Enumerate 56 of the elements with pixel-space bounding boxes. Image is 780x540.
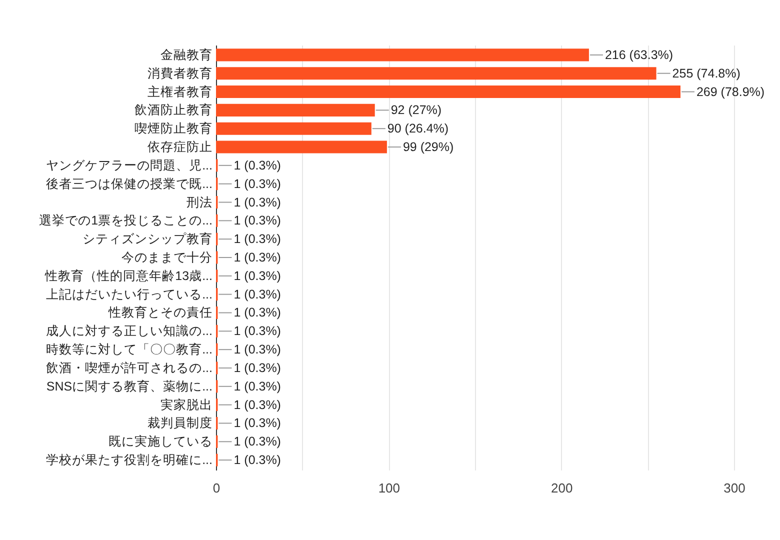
y-tick-label: 実家脱出: [160, 396, 212, 412]
data-label: 1 (0.3%): [234, 176, 281, 191]
y-tick-label: 刑法: [186, 195, 212, 210]
y-tick-label: 既に実施している: [108, 434, 212, 449]
bar: [216, 86, 680, 98]
x-tick-label: 0: [212, 480, 220, 496]
y-tick-label: 時数等に対して「〇〇教育...: [46, 342, 212, 357]
data-label: 1 (0.3%): [234, 398, 281, 412]
y-tick-label: 喫煙防止教育: [134, 120, 212, 136]
x-tick-label: 200: [550, 480, 573, 496]
data-label: 99 (29%): [402, 140, 454, 154]
y-tick-label: 学校が果たす役割を明確に...: [46, 453, 212, 468]
data-label: 1 (0.3%): [234, 214, 281, 228]
bar: [216, 67, 656, 80]
data-label: 1 (0.3%): [234, 232, 281, 246]
y-tick-label: 選挙での1票を投じることの...: [39, 214, 212, 228]
data-label: 1 (0.3%): [234, 453, 281, 468]
data-label: 92 (27%): [390, 103, 442, 118]
data-label: 1 (0.3%): [234, 250, 281, 264]
data-label: 1 (0.3%): [234, 324, 281, 338]
data-label: 1 (0.3%): [234, 158, 281, 172]
y-tick-label: 主権者教育: [148, 84, 212, 99]
data-label: 216 (63.3%): [604, 48, 674, 62]
data-label: 1 (0.3%): [234, 306, 281, 320]
y-tick-label: ヤングケアラーの問題、児...: [46, 158, 212, 172]
y-tick-label: 性教育（性的同意年齢13歳...: [44, 268, 212, 283]
data-label: 1 (0.3%): [234, 416, 281, 430]
data-label: 1 (0.3%): [234, 379, 281, 394]
data-label: 1 (0.3%): [234, 342, 281, 357]
bar: [216, 104, 375, 116]
y-tick-label: 飲酒・喫煙が許可されるの...: [46, 360, 212, 375]
y-tick-label: 後者三つは保健の授業で既...: [46, 176, 212, 191]
y-tick-label: シティズンシップ教育: [82, 231, 212, 246]
data-label: 1 (0.3%): [234, 360, 281, 375]
y-tick-label: 上記はだいたい行っている...: [46, 287, 212, 302]
data-label: 1 (0.3%): [234, 434, 281, 449]
bar: [216, 48, 589, 62]
data-label: 1 (0.3%): [234, 287, 281, 302]
y-tick-label: 飲酒防止教育: [134, 102, 212, 118]
y-tick-label: 裁判員制度: [148, 415, 212, 430]
data-label: 1 (0.3%): [234, 195, 281, 210]
y-tick-label: 金融教育: [160, 46, 212, 62]
data-label: 255 (74.8%): [672, 66, 740, 80]
x-tick-label: 300: [724, 480, 746, 496]
bar: [216, 122, 372, 135]
data-label: 90 (26.4%): [387, 122, 449, 136]
x-tick-label: 100: [378, 480, 400, 496]
data-label: 269 (78.9%): [696, 84, 765, 99]
bar: [216, 140, 387, 154]
y-tick-label: 性教育とその責任: [108, 304, 212, 320]
data-label: 1 (0.3%): [234, 268, 281, 283]
y-tick-label: 今のままで十分: [122, 250, 212, 264]
y-tick-label: 依存症防止: [148, 140, 212, 154]
y-tick-label: 消費者教育: [148, 65, 212, 80]
y-tick-label: 成人に対する正しい知識の...: [46, 323, 212, 338]
y-tick-label: SNSに関する教育、薬物に...: [46, 378, 212, 394]
